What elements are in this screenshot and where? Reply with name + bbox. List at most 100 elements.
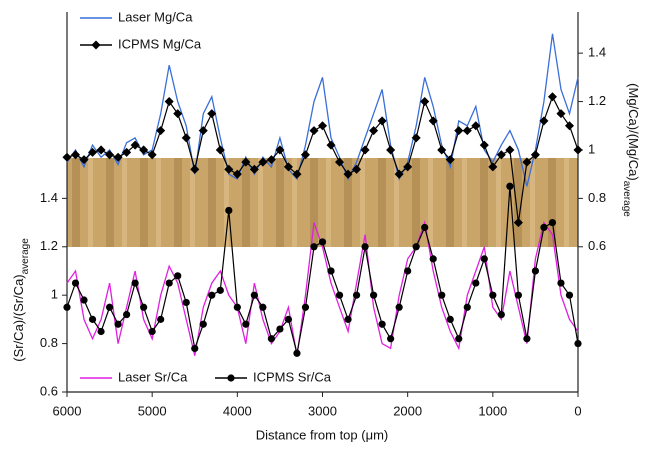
- y2-axis-label: (Mg/Ca)/(Mg/Ca)average: [621, 83, 640, 217]
- circle-marker: [344, 315, 352, 323]
- diamond-marker: [62, 152, 72, 162]
- circle-marker: [540, 223, 548, 232]
- y-axis-label-sub: average: [20, 238, 31, 275]
- x-axis-label: Distance from top (μm): [256, 427, 388, 442]
- y2-tick-label: 1: [588, 141, 595, 156]
- circle-marker: [412, 243, 420, 251]
- circle-marker: [63, 303, 71, 311]
- diamond-marker: [454, 126, 464, 136]
- circle-marker: [429, 255, 437, 263]
- y2-axis-label-main: (Mg/Ca)/(Mg/Ca): [626, 83, 641, 181]
- diamond-marker: [420, 97, 430, 107]
- diamond-marker: [573, 145, 583, 155]
- y2-tick-label: 0.6: [588, 238, 606, 253]
- circle-marker: [123, 310, 131, 319]
- circle-marker: [310, 243, 318, 251]
- circle-marker: [352, 291, 361, 299]
- y2-tick-label: 1.2: [588, 93, 606, 108]
- circle-marker: [242, 320, 250, 328]
- y2-axis-label-sub: average: [621, 181, 632, 218]
- circle-marker: [387, 335, 395, 343]
- circle-marker: [182, 298, 190, 307]
- diamond-marker: [471, 121, 481, 131]
- circle-marker: [114, 320, 122, 328]
- diamond-marker: [411, 133, 421, 143]
- y-tick-label: 0.8: [40, 335, 58, 350]
- circle-marker: [446, 315, 454, 323]
- diamond-marker: [224, 164, 234, 174]
- circle-marker: [80, 296, 88, 304]
- circle-marker: [318, 238, 327, 246]
- circle-marker: [293, 349, 301, 357]
- circle-marker: [227, 374, 235, 382]
- circle-marker: [506, 182, 514, 190]
- circle-marker: [71, 279, 80, 287]
- diamond-marker: [505, 145, 515, 155]
- circle-marker: [284, 315, 293, 323]
- y-tick-label: 1.2: [40, 238, 58, 253]
- circle-marker: [557, 279, 565, 287]
- circle-marker: [199, 320, 207, 328]
- legend-label: ICPMS Sr/Ca: [253, 369, 332, 384]
- circle-marker: [361, 243, 369, 251]
- diamond-marker: [96, 145, 106, 155]
- circle-marker: [301, 303, 310, 311]
- circle-marker: [216, 286, 224, 294]
- circle-marker: [463, 303, 471, 311]
- diamond-marker: [113, 152, 123, 162]
- diamond-marker: [91, 40, 101, 50]
- circle-marker: [421, 223, 429, 232]
- diamond-marker: [266, 155, 276, 165]
- y-axis-label: (Sr/Ca)/(Sr/Ca)average: [11, 238, 30, 362]
- diamond-marker: [547, 92, 557, 102]
- diamond-marker: [139, 145, 149, 155]
- circle-marker: [472, 279, 480, 287]
- circle-marker: [497, 310, 505, 319]
- legend-label: ICPMS Mg/Ca: [118, 36, 202, 51]
- legend-label: Laser Sr/Ca: [118, 369, 188, 384]
- circle-marker: [148, 327, 156, 336]
- legend-label: Laser Mg/Ca: [118, 9, 193, 24]
- diamond-marker: [428, 116, 438, 126]
- circle-marker: [276, 325, 284, 333]
- circle-marker: [404, 267, 412, 275]
- circle-marker: [97, 327, 105, 336]
- diamond-marker: [130, 140, 140, 150]
- diamond-marker: [403, 162, 413, 172]
- diamond-marker: [326, 140, 336, 150]
- diamond-marker: [70, 150, 81, 160]
- circle-marker: [267, 335, 275, 343]
- circle-marker: [548, 218, 557, 227]
- diamond-marker: [190, 164, 200, 174]
- circle-marker: [574, 339, 582, 348]
- diamond-marker: [564, 121, 575, 131]
- circle-marker: [335, 291, 344, 299]
- circle-marker: [523, 335, 531, 343]
- x-tick-label: 4000: [223, 403, 252, 418]
- diamond-marker: [386, 145, 396, 155]
- diamond-marker: [275, 145, 285, 155]
- diamond-marker: [335, 157, 345, 167]
- circle-marker: [191, 344, 199, 353]
- x-tick-label: 3000: [308, 403, 337, 418]
- circle-marker: [131, 279, 139, 287]
- circle-marker: [514, 291, 522, 299]
- y2-tick-label: 1.4: [588, 45, 606, 60]
- circle-marker: [208, 291, 216, 299]
- diamond-marker: [309, 126, 319, 136]
- circle-marker: [250, 291, 258, 299]
- diamond-marker: [479, 140, 489, 150]
- diamond-marker: [198, 126, 208, 136]
- diamond-marker: [317, 121, 328, 131]
- y-tick-label: 1: [51, 287, 58, 302]
- core-image-band: [67, 158, 578, 247]
- circle-marker: [259, 303, 267, 311]
- circle-marker: [489, 291, 497, 299]
- diamond-marker: [164, 97, 174, 107]
- diamond-marker: [215, 145, 225, 155]
- diamond-marker: [79, 155, 89, 165]
- circle-marker: [370, 291, 378, 299]
- circle-marker: [455, 335, 463, 343]
- diamond-marker: [173, 109, 183, 119]
